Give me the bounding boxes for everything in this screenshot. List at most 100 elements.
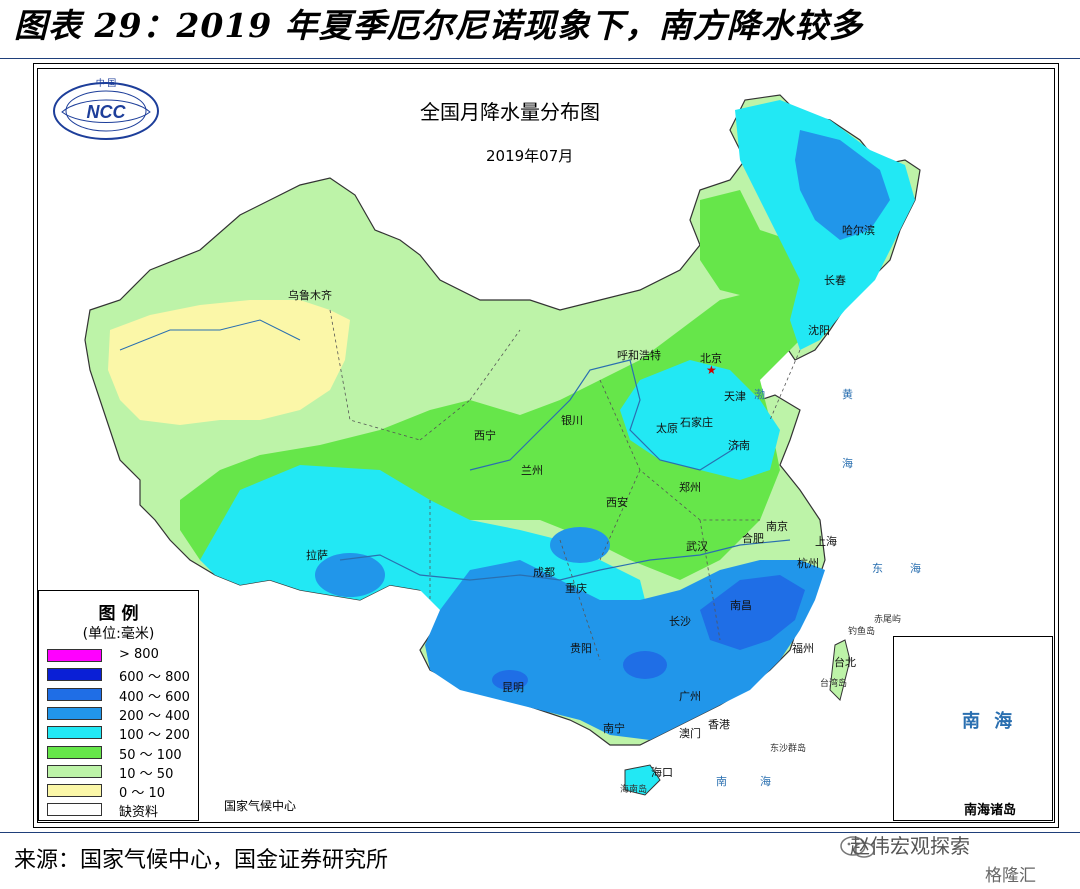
sea-yellow-2: 海 <box>842 457 853 470</box>
map-frame-inner <box>37 68 1055 823</box>
inset-caption: 南海诸岛 <box>964 803 1017 818</box>
legend-label: 50 ～ 100 <box>119 747 182 763</box>
city-fuzhou: 福州 <box>792 642 814 655</box>
city-macao: 澳门 <box>679 727 701 740</box>
legend-item: 50 ～ 100 <box>47 745 197 763</box>
map-frame-outer <box>33 63 1059 828</box>
legend-item: 10 ～ 50 <box>47 764 197 782</box>
place-diaoyu: 钓鱼岛 <box>848 627 876 637</box>
city-hongkong: 香港 <box>708 718 730 731</box>
bottom-divider <box>0 832 1080 833</box>
zone-400-600-jiangxi <box>700 575 805 650</box>
city-guangzhou: 广州 <box>679 690 701 703</box>
city-urumqi: 乌鲁木齐 <box>288 289 332 302</box>
map-title: 全国月降水量分布图 <box>420 100 600 124</box>
city-lanzhou: 兰州 <box>521 464 543 477</box>
zone-200-400-sichuan-patch <box>550 527 610 563</box>
city-kunming: 昆明 <box>502 681 524 694</box>
svg-text:中 国: 中 国 <box>96 77 117 88</box>
place-hainan: 海南岛 <box>620 785 648 795</box>
sea-yellow: 黄 <box>842 388 853 401</box>
legend-swatch <box>47 784 102 798</box>
legend-label: 0 ～ 10 <box>119 786 166 802</box>
legend-label: 10 ～ 50 <box>119 766 174 782</box>
legend-label: 400 ～ 600 <box>119 689 190 705</box>
city-xining: 西宁 <box>474 429 496 442</box>
city-chengdu: 成都 <box>533 566 555 579</box>
legend-item: 100 ～ 200 <box>47 725 197 744</box>
legend-swatch <box>47 687 102 701</box>
capital-star-icon: ★ <box>706 363 717 377</box>
city-beijing: 北京 <box>700 352 722 365</box>
zone-100-200-north-plain <box>620 360 780 480</box>
sea-bohai: 渤 <box>754 388 765 401</box>
map-legend: 图 例 (单位:毫米) > 800 600 ～ 800 400 ～ 600 200 ～… <box>38 590 199 821</box>
legend-item: 400 ～ 600 <box>47 687 197 705</box>
city-jinan: 济南 <box>728 439 750 452</box>
city-shanghai: 上海 <box>815 535 837 548</box>
legend-item: > 800 <box>47 647 197 664</box>
city-xian: 西安 <box>606 496 628 509</box>
city-changsha: 长沙 <box>669 615 691 628</box>
legend-label: > 800 <box>119 647 159 662</box>
city-nanjing: 南京 <box>766 520 788 533</box>
province-borders <box>329 309 801 661</box>
watermark-site: 格隆汇 <box>985 866 1036 886</box>
city-lhasa: 拉萨 <box>306 549 328 562</box>
legend-title: 图 例 <box>98 604 139 624</box>
ncc-logo: NCC 中 国 <box>53 77 159 140</box>
sea-south-2: 海 <box>760 775 771 788</box>
legend-swatch <box>47 745 102 759</box>
city-zhengzhou: 郑州 <box>679 481 701 494</box>
source-note: 来源：国家气候中心，国金证券研究所 <box>14 848 389 873</box>
city-hefei: 合肥 <box>742 532 764 545</box>
legend-swatch <box>47 764 102 778</box>
city-shijiazhuang: 石家庄 <box>680 416 713 429</box>
city-taipei: 台北 <box>834 656 856 669</box>
legend-swatch <box>47 668 102 682</box>
city-harbin: 哈尔滨 <box>842 224 875 237</box>
sea-south: 南 <box>716 775 727 788</box>
legend-item: 200 ～ 400 <box>47 706 197 724</box>
river-tarim <box>119 319 301 351</box>
map-date: 2019年07月 <box>486 147 574 165</box>
legend-label: 200 ～ 400 <box>119 708 190 724</box>
place-dongsha: 东沙群岛 <box>770 744 807 754</box>
place-taiwan: 台湾岛 <box>820 679 848 689</box>
legend-item: 600 ～ 800 <box>47 667 197 686</box>
city-hohhot: 呼和浩特 <box>617 349 661 362</box>
city-taiyuan: 太原 <box>656 422 678 435</box>
sea-east: 东 <box>872 562 883 575</box>
page-title: 图表 29：2019 年夏季厄尔尼诺现象下，南方降水较多 <box>14 6 863 45</box>
legend-item: 缺资料 <box>47 802 197 820</box>
svg-text:NCC: NCC <box>87 102 127 122</box>
city-shenyang: 沈阳 <box>808 324 830 337</box>
top-divider <box>0 58 1080 59</box>
legend-swatch <box>47 649 102 662</box>
river-yellow <box>469 359 741 471</box>
river-yangtze <box>339 539 791 581</box>
city-tianjin: 天津 <box>724 390 746 403</box>
zone-400-600-yunnan <box>492 670 528 690</box>
wechat-icon <box>840 836 875 858</box>
zone-200-400-northeast <box>795 130 890 240</box>
island-taiwan <box>829 639 851 701</box>
legend-swatch <box>47 803 102 817</box>
zone-200-400-tibet-patch <box>315 553 385 597</box>
city-wuhan: 武汉 <box>686 540 708 553</box>
legend-swatch <box>47 726 102 740</box>
island-hainan <box>624 764 661 796</box>
legend-label: 600 ～ 800 <box>119 670 190 686</box>
legend-swatch <box>47 706 102 720</box>
city-guiyang: 贵阳 <box>570 642 592 655</box>
zone-50-100-northeast <box>700 190 810 300</box>
zone-400-600-guangxi <box>623 651 667 679</box>
place-chiwei: 赤尾屿 <box>874 615 902 625</box>
legend-label: 100 ～ 200 <box>119 728 190 744</box>
legend-item: 0 ～ 10 <box>47 783 197 802</box>
city-chongqing: 重庆 <box>565 582 587 595</box>
map-credit: 国家气候中心 <box>224 799 297 813</box>
watermark-account: 赵伟宏观探索 <box>850 834 970 858</box>
city-yinchuan: 银川 <box>561 414 583 427</box>
